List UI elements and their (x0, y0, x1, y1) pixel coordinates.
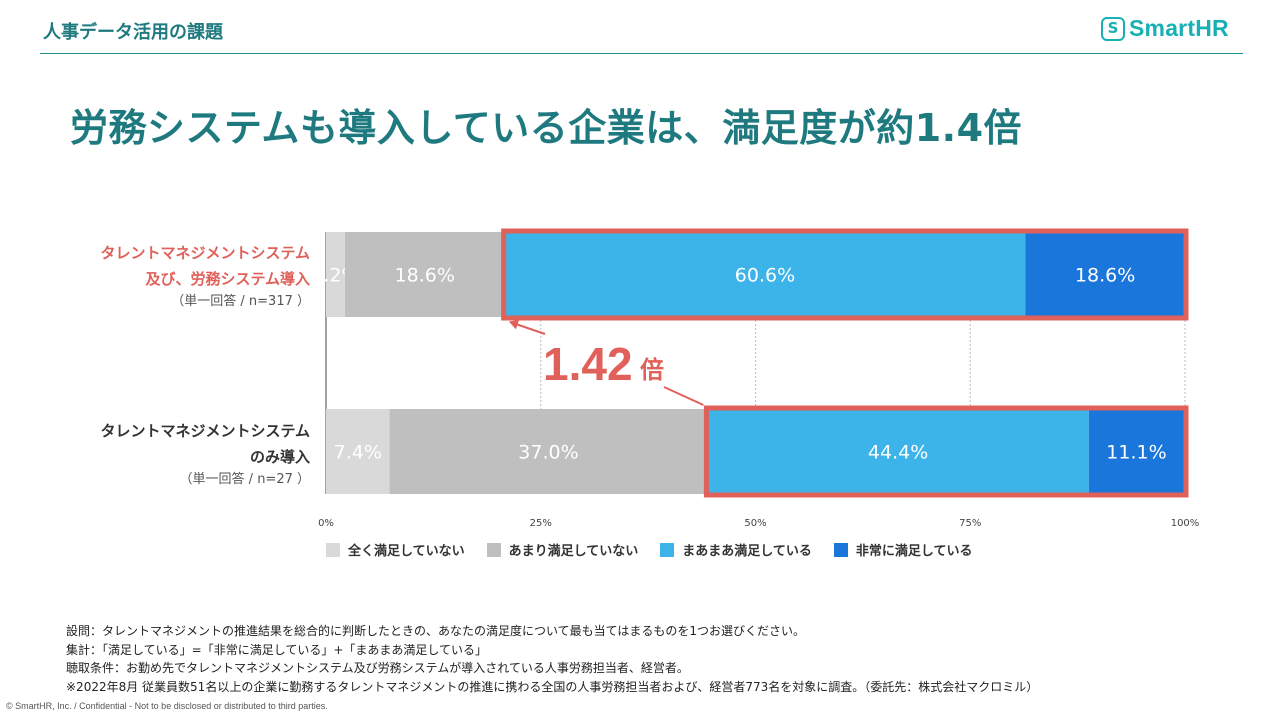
highlight-box (703, 405, 1189, 498)
data-label: 18.6% (1075, 265, 1135, 287)
legend-swatch (833, 542, 848, 557)
legend-item: あまり満足していない (486, 540, 639, 559)
copyright: © SmartHR, Inc. / Confidential - Not to … (6, 701, 328, 711)
row-label-talent-only: タレントマネジメントシステム のみ導入 （単一回答 / n=27 ） (100, 418, 310, 490)
row-label-line1: タレントマネジメントシステム (100, 422, 310, 440)
bar-segment (326, 232, 345, 317)
bar-segment (389, 409, 708, 494)
bar-segment (707, 409, 1089, 494)
footnote-survey-info: ※2022年8月 従業員数51名以上の企業に勤務するタレントマネジメントの推進に… (66, 679, 1039, 694)
chart-legend: 全く満足していない あまり満足していない まあまあ満足している 非常に満足している (326, 540, 995, 559)
legend-label: まあまあ満足している (682, 544, 812, 559)
bar-segment (344, 232, 505, 317)
data-label: 60.6% (735, 265, 795, 287)
row-label-both-systems: タレントマネジメントシステム 及び、労務システム導入 （単一回答 / n=317… (100, 240, 310, 312)
bar-segment (1088, 409, 1185, 494)
row-label-sample-size: （単一回答 / n=317 ） (171, 294, 310, 309)
annotation-arrow-down (663, 386, 704, 406)
annotation-multiplier: 1.42 (543, 338, 633, 390)
page-title: 労務システムも導入している企業は、満足度が約1.4倍 (70, 106, 1023, 150)
legend-swatch (660, 542, 675, 557)
legend-label: あまり満足していない (508, 544, 639, 559)
x-tick-label: 100% (1171, 518, 1200, 529)
data-label: 11.1% (1106, 442, 1166, 464)
legend-swatch (486, 542, 501, 557)
footnote-question: 設問：タレントマネジメントの推進結果を総合的に判断したときの、あなたの満足度につ… (66, 624, 806, 638)
x-tick-label: 75% (959, 518, 981, 529)
row-label-line2: のみ導入 (249, 448, 310, 466)
section-title: 人事データ活用の課題 (43, 22, 223, 43)
bar-segment (326, 409, 390, 494)
data-label: 18.6% (395, 265, 455, 287)
header-divider (40, 53, 1243, 54)
footnote-conditions: 聴取条件：お勤め先でタレントマネジメントシステム及び労務システムが導入されている… (66, 661, 689, 676)
footnotes: 設問：タレントマネジメントの推進結果を総合的に判断したときの、あなたの満足度につ… (66, 622, 1038, 696)
x-tick-label: 50% (744, 518, 766, 529)
x-tick-label: 0% (318, 518, 334, 529)
smarthr-logo-icon: S (1101, 16, 1125, 41)
annotation-suffix: 倍 (640, 356, 664, 384)
row-label-sample-size: （単一回答 / n=27 ） (179, 472, 310, 487)
footnote-aggregation: 集計：「満足している」=「非常に満足している」+「まあまあ満足している」 (66, 642, 488, 657)
data-label: 7.4% (334, 442, 382, 464)
legend-label: 全く満足していない (348, 544, 465, 559)
highlight-box (501, 228, 1189, 321)
legend-swatch (326, 542, 340, 557)
row-label-line1: タレントマネジメントシステム (100, 244, 310, 262)
data-label: 44.4% (868, 442, 928, 464)
row-label-line2: 及び、労務システム導入 (145, 270, 310, 288)
legend-item: 全く満足していない (326, 540, 465, 559)
annotation-arrow-up (509, 319, 546, 335)
logo-text: SmartHR (1129, 15, 1229, 41)
legend-item: まあまあ満足している (660, 540, 812, 559)
bar-segment (1025, 232, 1185, 317)
x-tick-label: 25% (530, 518, 552, 529)
bar-segment (504, 232, 1026, 317)
smarthr-logo: S SmartHR (1101, 15, 1229, 42)
data-label: 37.0% (518, 442, 578, 464)
legend-item: 非常に満足している (833, 540, 973, 559)
legend-label: 非常に満足している (855, 544, 973, 559)
